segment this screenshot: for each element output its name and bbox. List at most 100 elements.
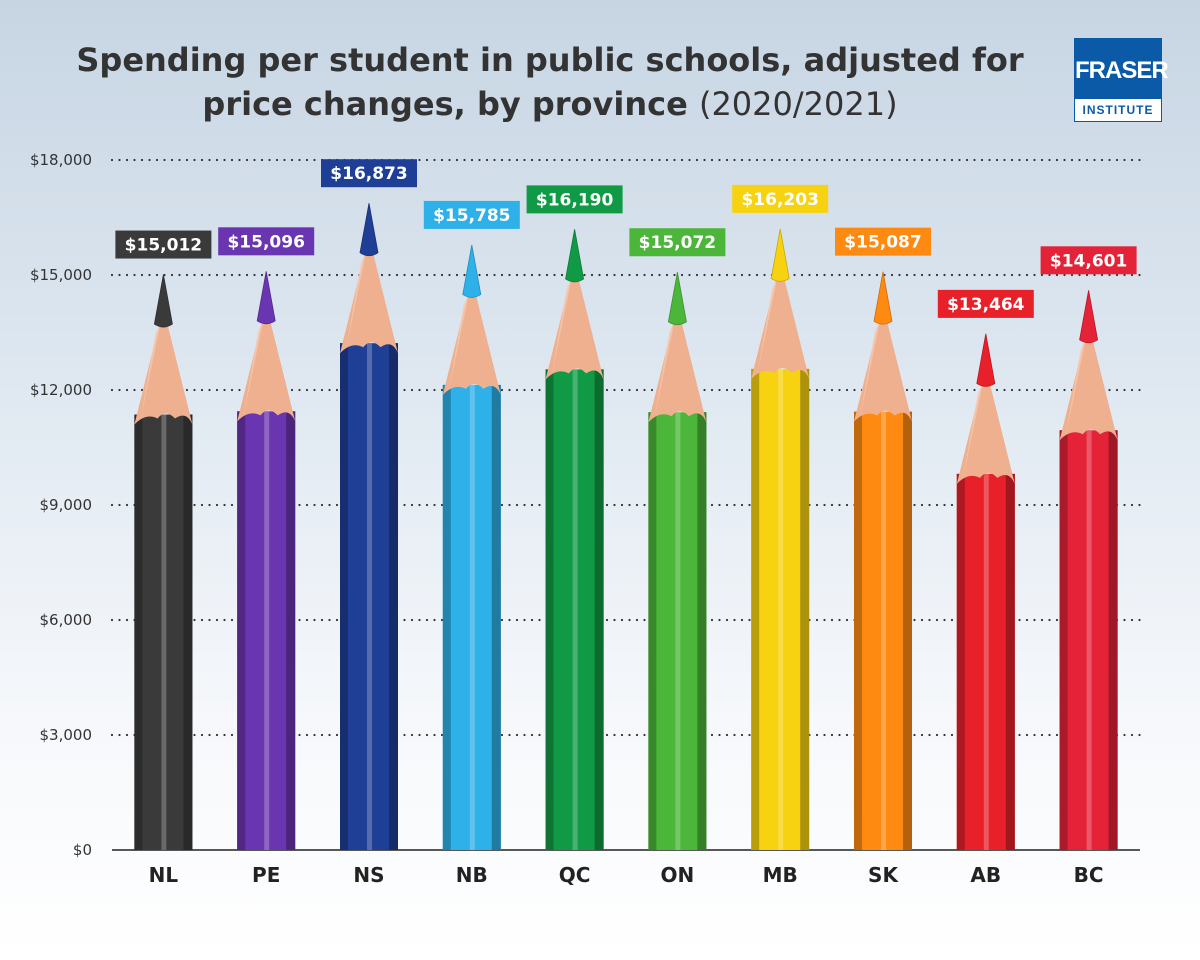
pencil-wood	[1059, 339, 1118, 441]
pencil-tip-bc	[1079, 290, 1099, 344]
x-tick-label: ON	[661, 863, 695, 887]
value-label-box	[115, 230, 212, 259]
pencil-highlight	[469, 384, 475, 850]
value-label-box	[321, 159, 417, 188]
pencil-wood	[956, 383, 1015, 484]
value-label: $16,190	[536, 190, 614, 210]
pencil-facet	[800, 368, 810, 850]
value-label: $16,873	[330, 164, 407, 184]
pencil-tip-nb	[462, 244, 482, 298]
pencil-wood	[545, 278, 604, 380]
logo-line-2: INSTITUTE	[1075, 99, 1161, 121]
x-tick-label: NL	[149, 863, 179, 887]
value-label-box	[526, 185, 623, 214]
pencil-tip-mb	[770, 228, 790, 282]
y-tick-label: $15,000	[30, 266, 92, 284]
pencil-facet	[854, 411, 862, 850]
pencil-highlight	[1086, 430, 1092, 850]
pencil-wood-highlight	[243, 320, 264, 418]
value-label-box	[423, 200, 520, 229]
value-label: $15,785	[433, 206, 510, 226]
pencil-highlight	[161, 414, 167, 850]
x-tick-label: NS	[353, 863, 384, 887]
pencil-tip-on	[667, 272, 687, 326]
y-tick-label: $18,000	[30, 151, 92, 169]
value-label-box	[1040, 246, 1137, 275]
value-label-box	[218, 227, 315, 256]
pencil-facet	[751, 368, 760, 850]
x-tick-label: SK	[868, 863, 899, 887]
pencil-wood-highlight	[1065, 339, 1086, 437]
chart-title-year: (2020/2021)	[698, 85, 898, 123]
pencil-facet	[956, 473, 965, 850]
x-tick-label: BC	[1074, 863, 1104, 887]
value-label: $15,096	[227, 232, 304, 252]
pencil-wood	[442, 294, 501, 395]
value-label: $16,203	[741, 190, 818, 210]
x-tick-label: NB	[456, 863, 488, 887]
pencil-facet	[442, 384, 451, 850]
pencil-wood	[648, 321, 707, 423]
pencil-facet	[697, 412, 707, 850]
value-label-box	[835, 227, 931, 256]
pencil-wood	[340, 252, 398, 354]
pencil-highlight	[881, 411, 886, 850]
pencil-tip-ab	[976, 333, 996, 387]
pencil-wood-highlight	[962, 383, 983, 480]
pencil-facet	[545, 369, 554, 850]
pencil-wood-highlight	[860, 321, 880, 418]
pencil-wood	[134, 324, 193, 425]
pencil-tip-nl	[153, 274, 173, 328]
x-tick-label: MB	[763, 863, 798, 887]
pencil-tip-ns	[359, 203, 379, 257]
value-label: $15,072	[639, 233, 716, 253]
pencil-facet	[648, 412, 657, 850]
value-label-box	[937, 289, 1034, 318]
value-label: $14,601	[1050, 251, 1127, 271]
pencil-highlight	[572, 369, 578, 850]
pencil-tip-pe	[256, 271, 276, 325]
pencil-facet	[134, 414, 143, 850]
y-tick-label: $6,000	[40, 611, 93, 629]
pencil-wood-highlight	[448, 294, 469, 391]
pencil-wood-highlight	[757, 278, 778, 375]
pencil-wood	[751, 278, 810, 379]
pencil-facet	[1005, 473, 1015, 850]
pencil-facet	[286, 411, 296, 850]
fraser-institute-logo: FRASER INSTITUTE	[1074, 38, 1169, 122]
y-tick-label: $9,000	[40, 496, 93, 514]
value-label: $15,087	[844, 233, 921, 253]
value-label: $15,012	[125, 236, 202, 256]
y-tick-label: $3,000	[40, 726, 93, 744]
x-tick-label: QC	[559, 863, 591, 887]
pencil-wood-highlight	[140, 324, 161, 421]
y-tick-label: $0	[73, 841, 92, 859]
pencil-highlight	[264, 411, 270, 850]
pencil-facet	[491, 384, 501, 850]
pencil-highlight	[983, 473, 989, 850]
pencil-wood-highlight	[346, 252, 366, 350]
y-tick-label: $12,000	[30, 381, 92, 399]
pencil-facet	[389, 343, 398, 850]
pencil-wood-highlight	[654, 321, 675, 419]
pencil-wood	[854, 321, 912, 422]
pencil-facet	[237, 411, 246, 850]
x-tick-label: PE	[252, 863, 280, 887]
value-label-box	[629, 228, 726, 257]
pencil-facet	[340, 343, 348, 850]
chart-title: Spending per student in public schools, …	[40, 38, 1060, 126]
pencil-highlight	[367, 343, 372, 850]
value-label-box	[732, 184, 829, 213]
pencil-highlight	[778, 368, 784, 850]
chart-title-main: Spending per student in public schools, …	[76, 41, 1024, 123]
pencil-facet	[903, 411, 912, 850]
pencil-facet	[594, 369, 604, 850]
value-label: $13,464	[947, 295, 1025, 315]
pencil-wood-highlight	[551, 278, 572, 376]
logo-line-1: FRASER	[1075, 57, 1169, 84]
x-tick-label: AB	[970, 863, 1001, 887]
pencil-highlight	[675, 412, 681, 850]
pencil-facet	[1108, 430, 1118, 850]
pencil-facet	[1059, 430, 1068, 850]
